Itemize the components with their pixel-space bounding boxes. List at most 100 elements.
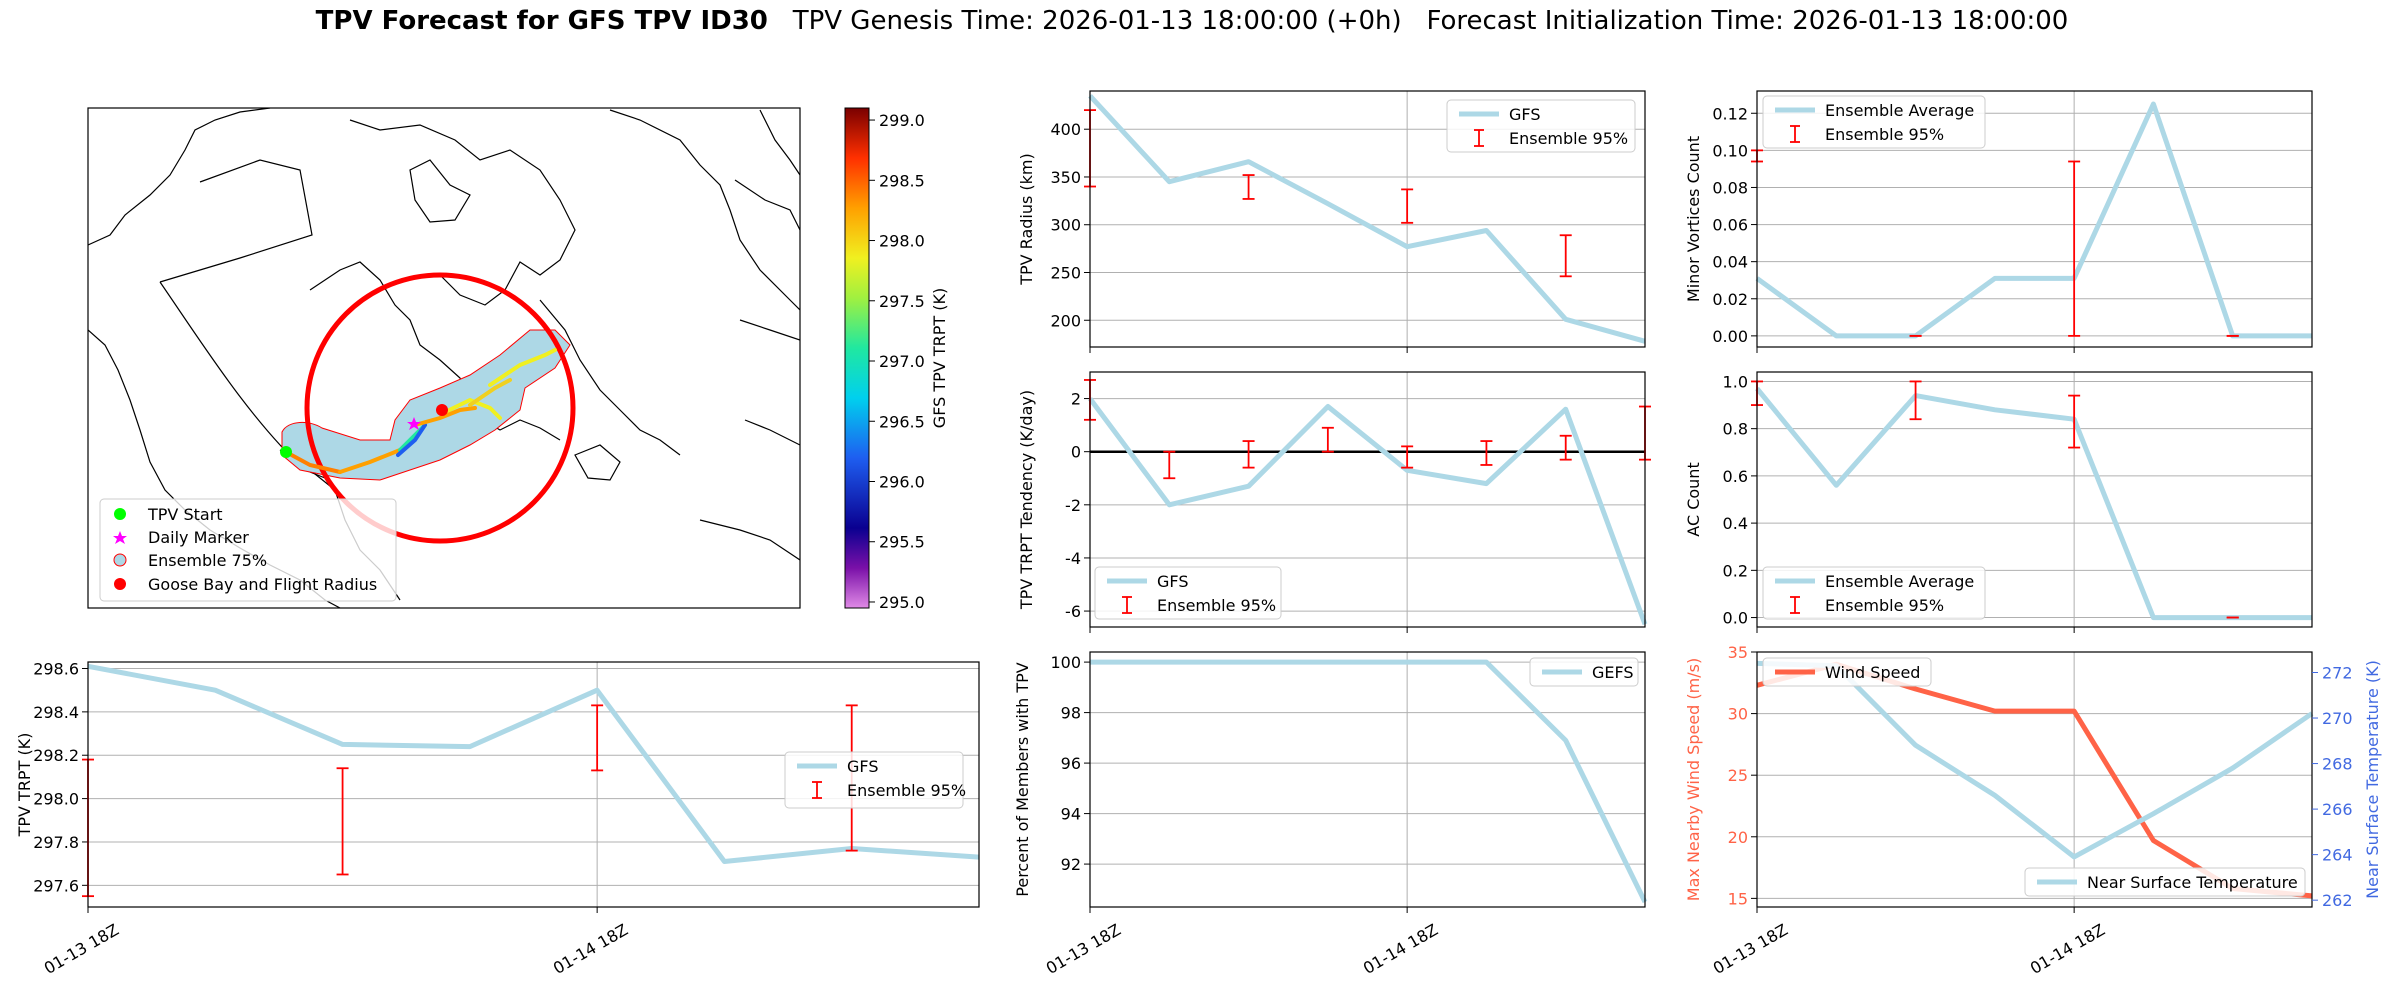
y-tick-label: 298.6 bbox=[33, 660, 79, 679]
error-bar bbox=[1242, 174, 1255, 200]
y-axis-label: Minor Vortices Count bbox=[1684, 136, 1703, 302]
error-bar bbox=[1163, 450, 1176, 480]
y-tick-label: 0.0 bbox=[1723, 609, 1748, 628]
chart-ac: 0.0 0.2 0.4 0.6 0.8 1.0 AC Count Ensemble Avera… bbox=[1684, 371, 2313, 633]
legend-label: GFS bbox=[1509, 105, 1540, 124]
x-tick-label: 01-14 18Z bbox=[2027, 920, 2108, 978]
error-bar bbox=[1480, 440, 1493, 466]
y-right-tick-label: 264 bbox=[2322, 846, 2353, 865]
coastline-arctic-islands bbox=[349, 119, 576, 306]
y-axis-label: Percent of Members with TPV bbox=[1013, 662, 1032, 896]
legend-label: Ensemble 95% bbox=[1825, 596, 1944, 615]
legend-label: Daily Marker bbox=[148, 528, 249, 547]
y-tick-label: 30 bbox=[1728, 705, 1748, 724]
coastline-newfoundland bbox=[574, 444, 621, 481]
colorbar-tick-label: 298.0 bbox=[879, 232, 925, 251]
coastline-hudson-bay bbox=[309, 261, 561, 441]
colorbar-tick-label: 295.0 bbox=[879, 593, 925, 612]
colorbar-tick-label: 295.5 bbox=[879, 533, 925, 552]
series-line-gfs bbox=[87, 663, 980, 864]
error-bar bbox=[1909, 380, 1922, 421]
y-axis-label: Max Nearby Wind Speed (m/s) bbox=[1684, 658, 1703, 901]
legend-label: Ensemble Average bbox=[1825, 572, 1974, 591]
y-tick-label: 20 bbox=[1728, 828, 1748, 847]
legend-label: Ensemble 95% bbox=[1509, 129, 1628, 148]
y-tick-label: 350 bbox=[1050, 168, 1081, 187]
y-tick-label: 0.4 bbox=[1723, 514, 1748, 533]
legend-label: TPV Start bbox=[147, 505, 223, 524]
colorbar-tick-label: 296.0 bbox=[879, 472, 925, 491]
ensemble-75-region bbox=[281, 329, 571, 481]
y-tick-label: 0.00 bbox=[1712, 327, 1748, 346]
y-tick-label: 0.12 bbox=[1712, 104, 1748, 123]
gfs-tpv-track bbox=[284, 348, 557, 474]
y-tick-label: 0 bbox=[1071, 443, 1081, 462]
series-line-ensemble-average bbox=[1755, 101, 2312, 339]
y-tick-label: 300 bbox=[1050, 216, 1081, 235]
error-bar bbox=[1242, 440, 1255, 469]
chart-radius: 200 250 300 350 400 TPV Radius (km) GFS Ensembl… bbox=[1017, 90, 1646, 353]
y-tick-label: 400 bbox=[1050, 120, 1081, 139]
x-tick-label: 01-14 18Z bbox=[1360, 920, 1441, 978]
legend-label: Wind Speed bbox=[1825, 663, 1920, 682]
track-segment bbox=[488, 348, 557, 387]
figure-title-main: TPV Forecast for GFS TPV ID30 bbox=[315, 6, 768, 36]
chart-legend: GEFS bbox=[1529, 657, 1639, 687]
axes-frame bbox=[1089, 651, 1646, 908]
y-tick-label: 100 bbox=[1050, 653, 1081, 672]
y-tick-label: 297.8 bbox=[33, 833, 79, 852]
daily-marker bbox=[407, 417, 421, 430]
y-tick-label: 92 bbox=[1061, 855, 1081, 874]
coastline-europe bbox=[759, 109, 800, 176]
y-tick-label: 0.06 bbox=[1712, 216, 1748, 235]
y-axis-label: AC Count bbox=[1684, 462, 1703, 536]
error-bar bbox=[1559, 434, 1572, 461]
series-line-gfs bbox=[1087, 397, 1648, 626]
error-bar bbox=[1401, 188, 1414, 224]
init-time: Forecast Initialization Time: 2026-01-13… bbox=[1426, 6, 2069, 36]
error-bar bbox=[1401, 445, 1414, 469]
chart-legend: Ensemble Average Ensemble 95% bbox=[1762, 95, 1986, 149]
figure-title: TPV Forecast for GFS TPV ID30 TPV Genesi… bbox=[0, 6, 2384, 36]
y-tick-label: 2 bbox=[1071, 390, 1081, 409]
axes-frame bbox=[1756, 90, 2313, 348]
coastline-greenland bbox=[609, 109, 800, 311]
chart-legend: GFS Ensemble 95% bbox=[1094, 566, 1282, 620]
y-tick-label: 0.08 bbox=[1712, 178, 1748, 197]
y-tick-label: 298.2 bbox=[33, 746, 79, 765]
border-europe bbox=[699, 179, 800, 561]
y-tick-label: 96 bbox=[1061, 754, 1081, 773]
colorbar-gradient bbox=[844, 107, 870, 609]
axes-frame bbox=[1756, 651, 2313, 908]
green-circle-icon bbox=[114, 508, 126, 520]
genesis-time: TPV Genesis Time: 2026-01-13 18:00:00 (+… bbox=[792, 6, 1402, 36]
legend-label: Ensemble 95% bbox=[1157, 596, 1276, 615]
colorbar-tick-label: 298.5 bbox=[879, 171, 925, 190]
track-segment bbox=[413, 406, 477, 427]
chart-legend: GFS Ensemble 95% bbox=[1446, 99, 1636, 153]
y-tick-label: 250 bbox=[1050, 263, 1081, 282]
y-tick-label: 0.10 bbox=[1712, 141, 1748, 160]
magenta-star-icon bbox=[113, 531, 127, 544]
tpv-track-map: TPV Start Daily Marker Ensemble 75% Goos… bbox=[87, 107, 949, 612]
y-tick-label: 35 bbox=[1728, 643, 1748, 662]
error-bar bbox=[591, 704, 604, 772]
series-line-gefs bbox=[1090, 659, 1648, 904]
chart-legend: Near Surface Temperature bbox=[2024, 867, 2306, 897]
y-axis-label: TPV Radius (km) bbox=[1017, 153, 1036, 286]
y-right-tick-label: 266 bbox=[2322, 800, 2353, 819]
series-line-gfs bbox=[1088, 94, 1646, 344]
legend-label: Near Surface Temperature bbox=[2087, 873, 2298, 892]
y-tick-label: 297.6 bbox=[33, 876, 79, 895]
coastline-alaska bbox=[88, 108, 271, 246]
track-segment bbox=[468, 378, 512, 407]
y-tick-label: 0.04 bbox=[1712, 253, 1748, 272]
legend-label: GFS bbox=[847, 757, 878, 776]
legend-label: Ensemble Average bbox=[1825, 101, 1974, 120]
map-frame bbox=[87, 107, 801, 609]
colorbar-tick-label: 296.5 bbox=[879, 412, 925, 431]
y-right-tick-label: 270 bbox=[2322, 709, 2353, 728]
y-axis-label: TPV TRPT Tendency (K/day) bbox=[1017, 390, 1036, 610]
error-bar bbox=[1559, 234, 1572, 278]
